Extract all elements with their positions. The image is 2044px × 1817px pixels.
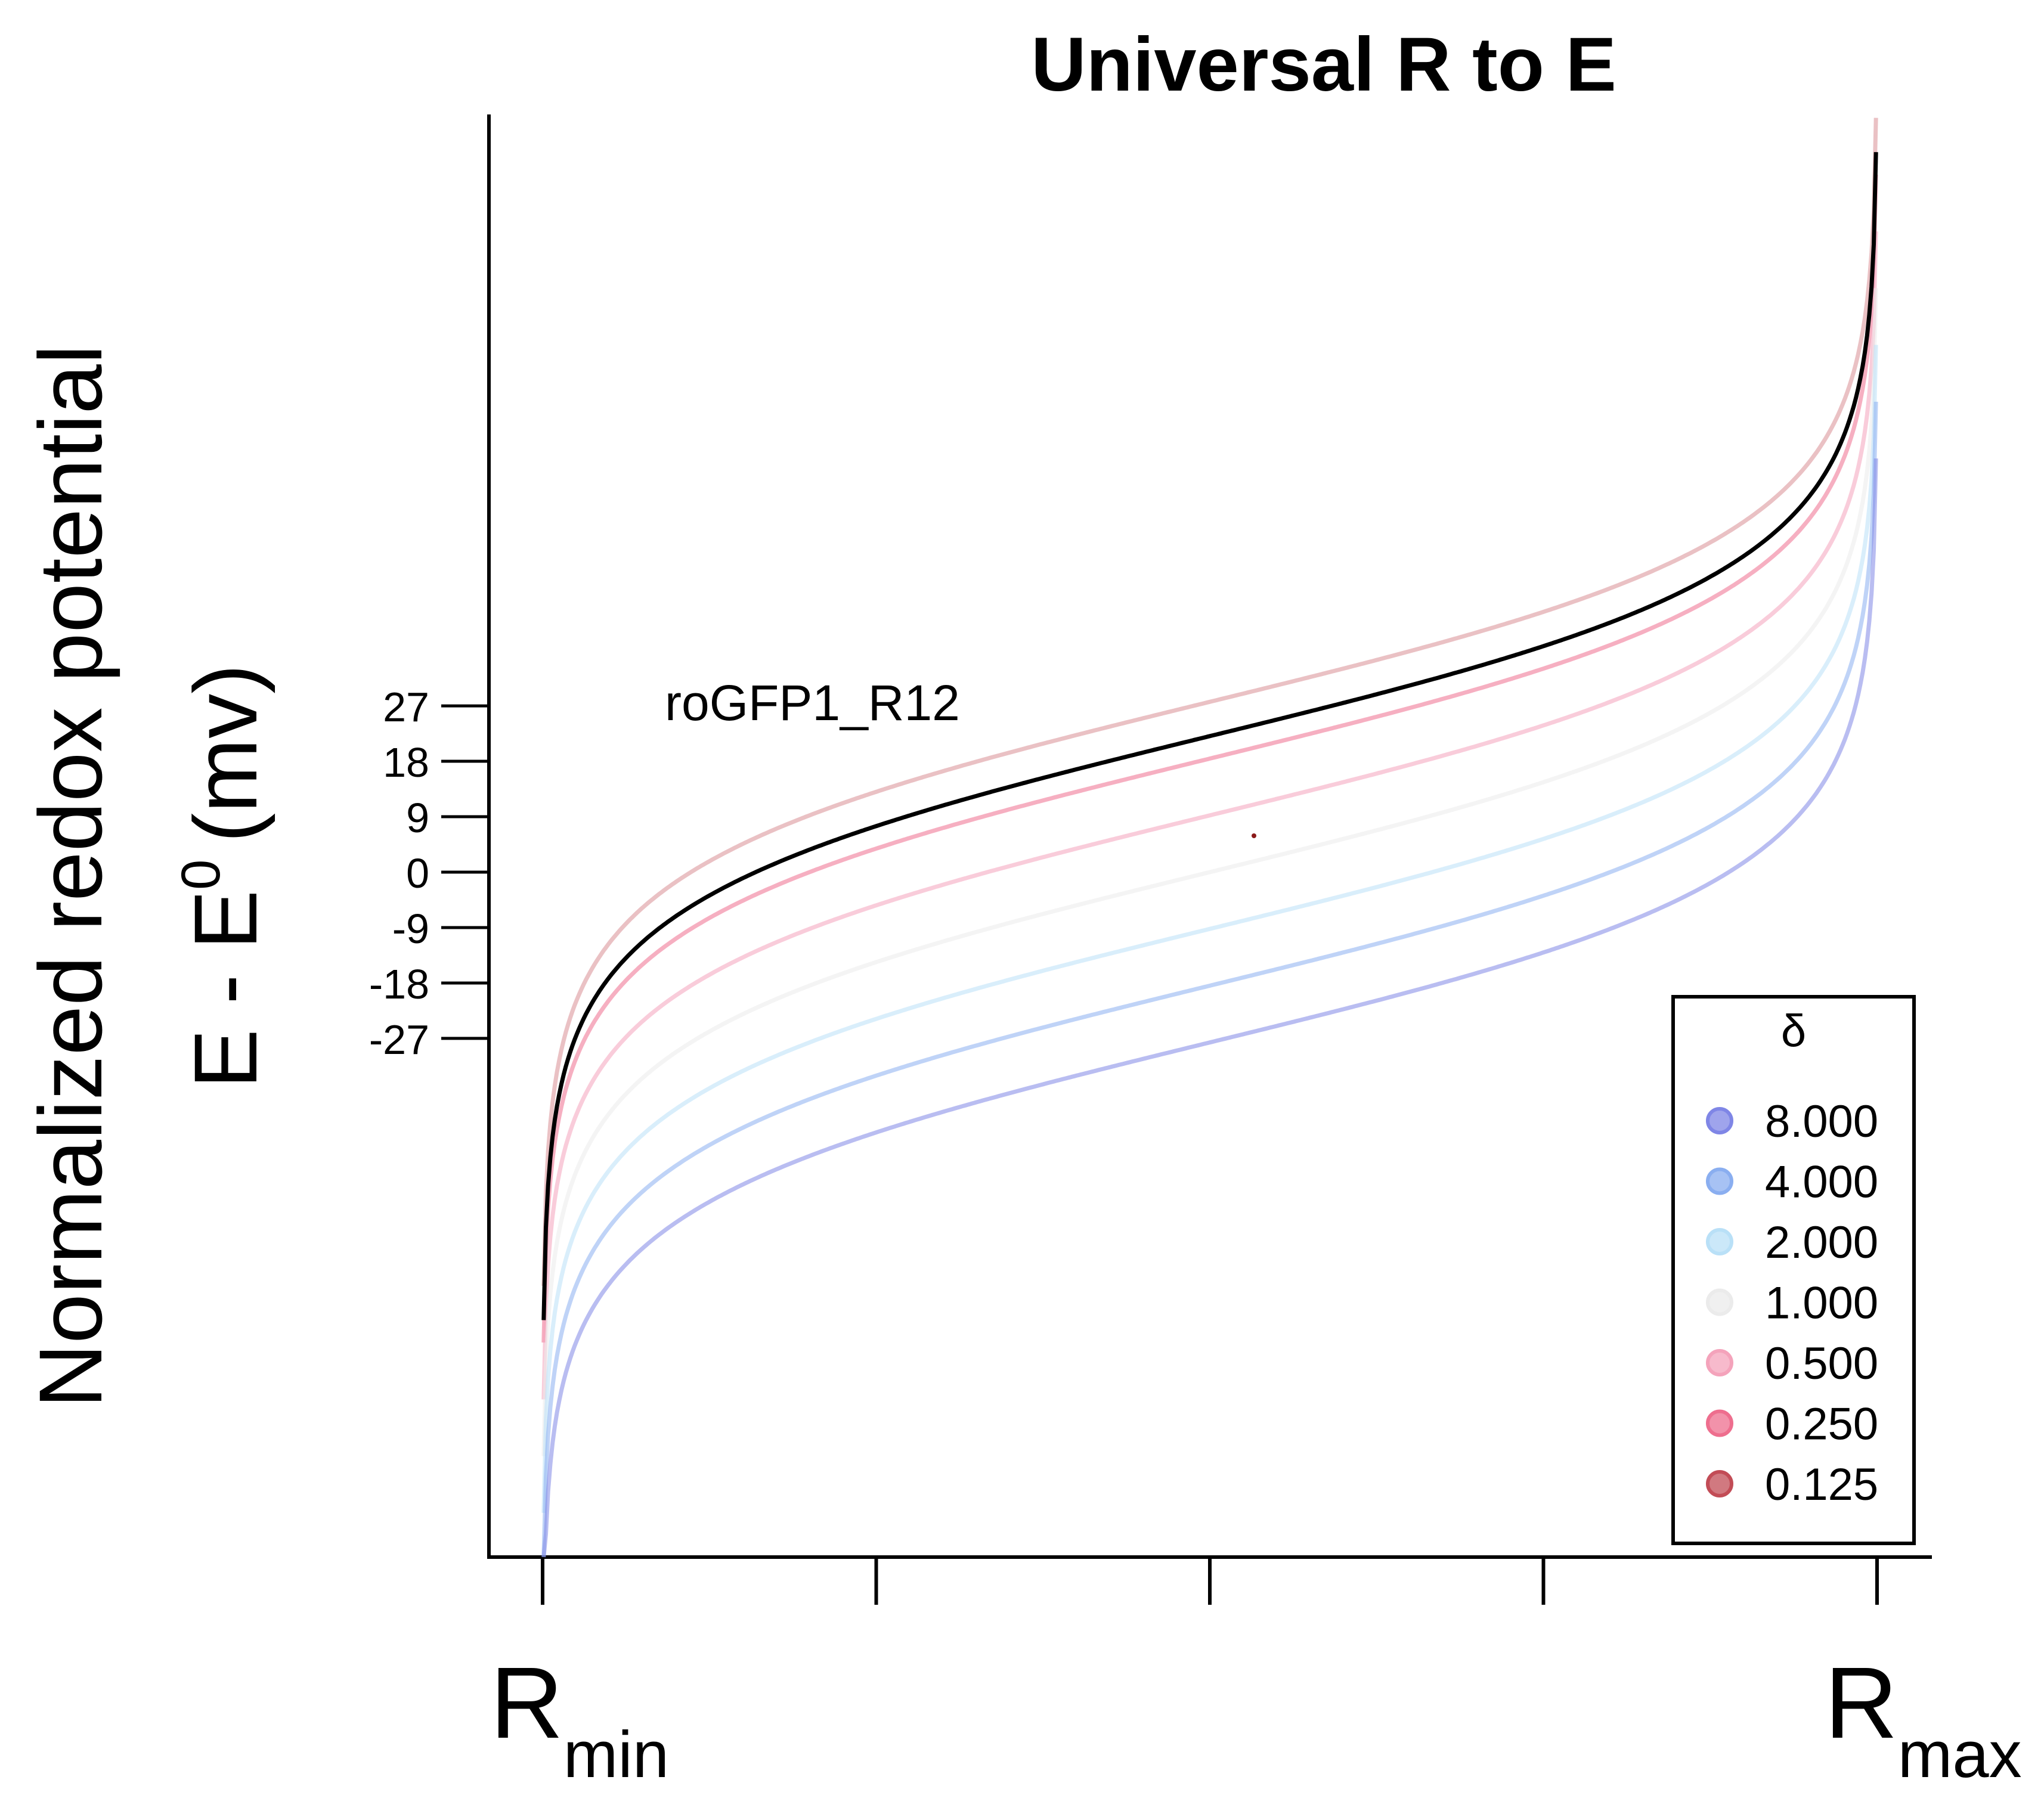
legend-swatch <box>1706 1470 1733 1497</box>
legend-swatch <box>1706 1409 1733 1437</box>
legend-box <box>1671 995 1916 1545</box>
series-line-delta-2.000 <box>541 345 1878 1513</box>
y-tick-label: 27 <box>383 684 429 730</box>
y-axis-label-line2-group: E - E0 (mv) <box>171 664 275 1089</box>
x-tick-label-rmax: Rmax <box>1825 1647 2022 1791</box>
legend-entries: 8.000 4.000 2.000 1.000 0.500 0.250 0.125 <box>1706 1096 1878 1510</box>
y-axis-label-unit: (mv) <box>175 664 275 843</box>
x-tick-label-rmin-main: R <box>490 1647 563 1760</box>
series-line-delta-0.500 <box>541 231 1878 1400</box>
legend-label: 0.500 <box>1765 1338 1878 1389</box>
legend-label: 1.000 <box>1765 1278 1878 1329</box>
series-line-rogfp1-r12 <box>541 152 1878 1320</box>
marker-dot <box>1252 833 1256 838</box>
series-annotation: roGFP1_R12 <box>665 675 960 731</box>
legend-swatch <box>1706 1288 1733 1316</box>
series-line-delta-0.125 <box>541 117 1878 1286</box>
chart-title: Universal R to E <box>1031 22 1616 107</box>
series-line-delta-4.000 <box>541 401 1878 1558</box>
y-ticks: 27 18 9 0 -9 -18 -27 <box>369 684 489 1063</box>
legend-label: 8.000 <box>1765 1096 1878 1147</box>
x-tick-label-rmin: Rmin <box>490 1647 669 1791</box>
legend-swatch <box>1706 1228 1733 1255</box>
legend-label: 4.000 <box>1765 1157 1878 1208</box>
x-tick-label-rmax-main: R <box>1825 1647 1898 1760</box>
legend-label: 0.125 <box>1765 1459 1878 1510</box>
y-axis-label-line1-group: Normalized redox potential <box>20 345 120 1408</box>
legend-label: 0.250 <box>1765 1399 1878 1450</box>
legend-label: 2.000 <box>1765 1217 1878 1268</box>
y-tick-label: -27 <box>369 1016 429 1063</box>
x-tick-label-rmax-sub: max <box>1898 1718 2022 1791</box>
y-axis-label-line2: E - E0 (mv) <box>171 664 275 1089</box>
x-tick-label-rmin-sub: min <box>563 1718 669 1791</box>
y-tick-label: -9 <box>392 906 429 952</box>
legend-swatch <box>1706 1349 1733 1376</box>
series-line-delta-1.000 <box>541 288 1878 1456</box>
y-axis-label-superscript: 0 <box>171 860 231 890</box>
series-curves <box>541 117 1878 1558</box>
legend-swatch <box>1706 1107 1733 1134</box>
series-line-delta-0.250 <box>541 174 1878 1343</box>
legend-title: δ <box>1781 1006 1806 1056</box>
x-ticks <box>541 1557 1879 1605</box>
y-tick-label: 9 <box>406 795 429 841</box>
y-tick-label: 18 <box>383 739 429 786</box>
y-tick-label: -18 <box>369 961 429 1007</box>
y-tick-label: 0 <box>406 850 429 897</box>
legend-swatch <box>1706 1167 1733 1195</box>
y-axis-label-main: E - E <box>175 890 275 1089</box>
series-line-delta-8.000 <box>541 458 1878 1558</box>
y-axis-label-line1: Normalized redox potential <box>20 345 120 1408</box>
legend: δ 8.000 4.000 2.000 1.000 0.500 0.250 0.125 <box>1671 995 1916 1545</box>
